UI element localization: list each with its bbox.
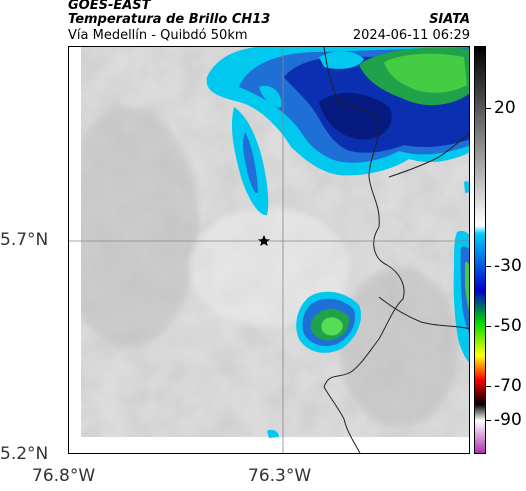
lon-label-east: 76.3°W (248, 466, 312, 486)
colorbar-label: 20 (494, 98, 516, 118)
boundary-lines (323, 47, 469, 453)
satellite-name: GOES-EAST (68, 0, 151, 13)
agency-label: SIATA (429, 12, 470, 27)
product-title: Temperatura de Brillo CH13 (68, 12, 271, 27)
left-margin (69, 47, 81, 453)
colorbar-tick (486, 420, 491, 421)
colorbar-label: -30 (494, 256, 522, 276)
timestamp: 2024-06-11 06:29 (352, 28, 470, 43)
colorbar-tick (486, 266, 491, 267)
cold-cloud-top (206, 47, 469, 216)
satellite-map[interactable] (68, 46, 470, 454)
colorbar-tick (486, 326, 491, 327)
colorbar-label: -50 (494, 316, 522, 336)
colorbar-tick (486, 108, 491, 109)
lat-label-south: 5.2°N (0, 444, 49, 464)
colorbar-label: -90 (494, 410, 522, 430)
star-icon[interactable] (258, 235, 270, 246)
lat-label-north: 5.7°N (0, 230, 49, 250)
header: GOES-EAST Temperatura de Brillo CH13 Vía… (0, 0, 526, 46)
colorbar-tick (486, 386, 491, 387)
colorbar (474, 46, 486, 454)
colorbar-label: -70 (494, 376, 522, 396)
cold-cloud-right (453, 231, 469, 363)
bottom-margin (69, 437, 469, 453)
route-subtitle: Vía Medellín - Quibdó 50km (68, 28, 248, 43)
small-cell (267, 429, 279, 438)
lon-label-west: 76.8°W (32, 466, 96, 486)
convective-cell (296, 291, 361, 353)
map-canvas (69, 47, 469, 453)
